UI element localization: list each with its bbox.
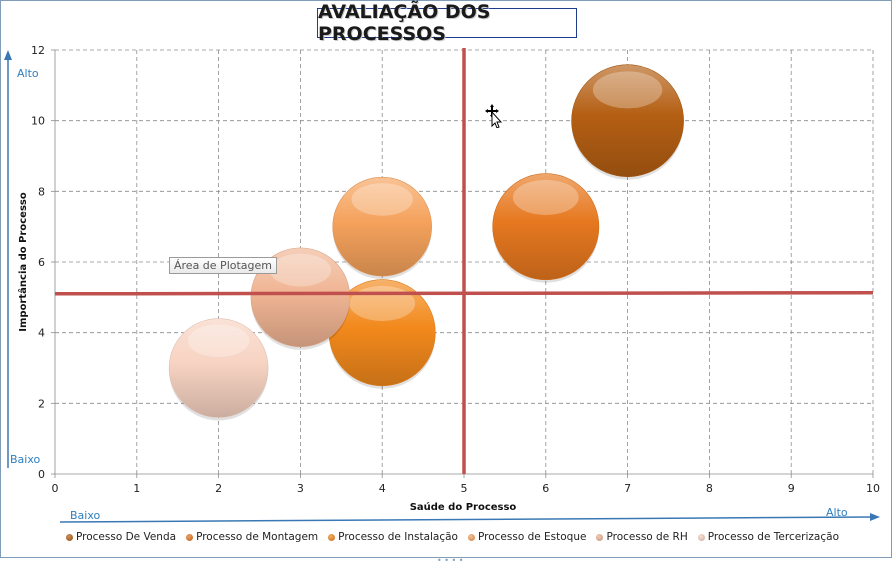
- y-low-label: Baixo: [10, 453, 41, 466]
- x-tick-label: 6: [542, 482, 549, 495]
- x-tick-label: 7: [624, 482, 631, 495]
- legend-item[interactable]: Processo De Venda: [66, 531, 176, 543]
- x-tick-label: 4: [379, 482, 386, 495]
- bubble-highlight: [269, 253, 332, 287]
- x-arrow: [59, 516, 873, 523]
- y-arrow-head: [4, 50, 12, 60]
- legend-item[interactable]: Processo de RH: [596, 531, 688, 543]
- legend-label: Processo De Venda: [76, 531, 177, 543]
- legend-item[interactable]: Processo de Estoque: [467, 531, 587, 543]
- x-arrow-head: [870, 513, 880, 521]
- bubble-layer: [168, 64, 684, 421]
- x-tick-label: 8: [706, 482, 713, 495]
- plot-area-tooltip: Área de Plotagem: [169, 257, 277, 274]
- x-tick-label: 10: [866, 482, 880, 495]
- y-high-label: Alto: [17, 67, 39, 80]
- resize-handle-icon[interactable]: • • • •: [437, 556, 464, 565]
- legend-marker-icon: [66, 533, 73, 541]
- y-tick-label: 10: [31, 115, 45, 128]
- x-tick-label: 9: [788, 482, 795, 495]
- y-tick-label: 8: [38, 185, 45, 198]
- legend-label: Processo de Estoque: [477, 531, 587, 543]
- y-tick-label: 6: [38, 256, 45, 269]
- legend-item[interactable]: Processo de Montagem: [186, 531, 318, 543]
- y-tick-label: 0: [38, 468, 45, 481]
- legend-marker-icon: [467, 533, 475, 541]
- x-tick-label: 1: [133, 482, 140, 495]
- move-cursor-icon: [485, 104, 503, 128]
- x-axis-title[interactable]: Saúde do Processo: [410, 501, 517, 513]
- legend-marker-icon: [328, 533, 336, 541]
- legend-marker-icon: [697, 533, 705, 541]
- x-tick-label: 0: [52, 482, 59, 495]
- chart-title[interactable]: AVALIAÇÃO DOS PROCESSOS: [317, 1, 577, 45]
- legend-item[interactable]: Processo de Tercerização: [697, 531, 839, 543]
- legend-label: Processo de Instalação: [338, 531, 458, 543]
- bubble-highlight: [592, 71, 663, 109]
- bubble-4[interactable]: [332, 176, 432, 277]
- y-axis-title[interactable]: Importância do Processo: [17, 192, 29, 332]
- legend-marker-icon: [596, 533, 604, 541]
- bubble-highlight: [349, 285, 416, 321]
- legend-label: Processo de RH: [606, 531, 688, 543]
- quadrant-line-horizontal[interactable]: [54, 291, 874, 296]
- legend[interactable]: Processo De Venda Processo de Montagem Pro…: [66, 531, 839, 543]
- bubble-highlight: [351, 183, 413, 216]
- legend-label: Processo de Tercerização: [707, 531, 839, 543]
- quadrant-layer: [54, 48, 874, 474]
- bubble-1[interactable]: [571, 64, 684, 177]
- x-high-label: Alto: [826, 506, 848, 519]
- bubble-highlight: [187, 324, 250, 358]
- legend-item[interactable]: Processo de Instalação: [328, 531, 458, 543]
- x-tick-label: 3: [297, 482, 304, 495]
- legend-label: Processo de Montagem: [196, 531, 319, 543]
- x-tick-label: 2: [215, 482, 222, 495]
- x-tick-label: 5: [461, 482, 468, 495]
- bubble-2[interactable]: [492, 173, 600, 281]
- bubble-highlight: [512, 179, 579, 215]
- bubble-6[interactable]: [168, 318, 269, 418]
- x-low-label: Baixo: [70, 509, 101, 522]
- legend-marker-icon: [186, 533, 194, 541]
- y-tick-label: 12: [31, 44, 45, 57]
- y-tick-label: 2: [38, 397, 45, 410]
- y-tick-label: 4: [38, 327, 45, 340]
